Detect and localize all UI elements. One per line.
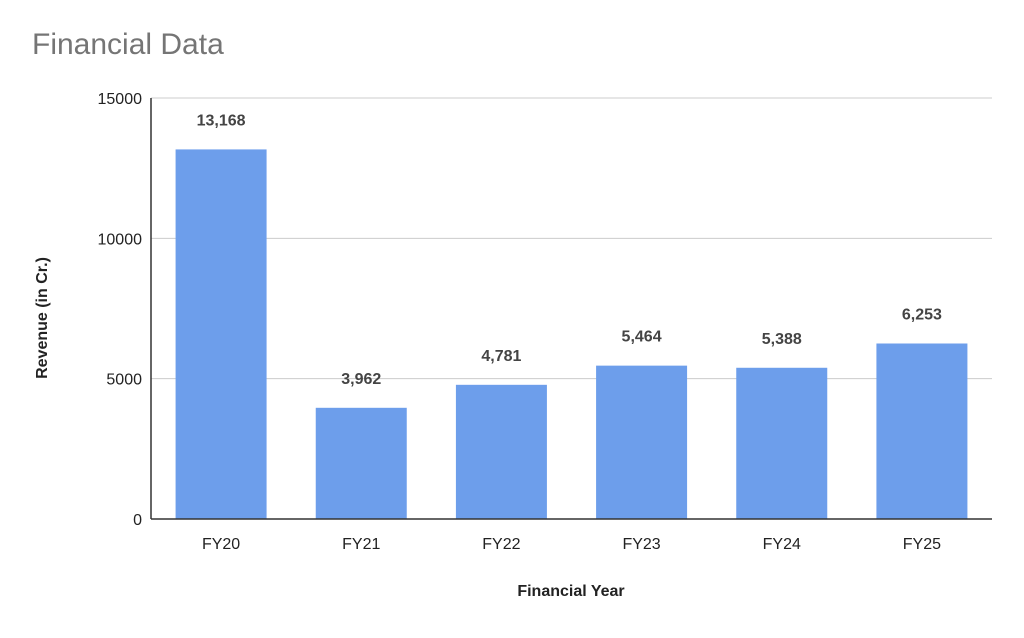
y-axis-label: Revenue (in Cr.) <box>34 257 51 379</box>
y-tick-label: 5000 <box>106 372 142 389</box>
x-axis-label: Financial Year <box>517 583 624 600</box>
x-tick-labels: FY20 FY21 FY22 FY23 FY24 FY25 <box>202 536 941 553</box>
bar-fy25 <box>876 343 968 519</box>
grid-lines <box>151 97 992 380</box>
bar-fy21 <box>315 407 407 519</box>
data-label: 6,253 <box>902 306 942 323</box>
data-label: 4,781 <box>481 348 521 365</box>
y-tick-labels: 0 5000 10000 15000 <box>98 91 143 529</box>
bar-fy23 <box>596 365 688 519</box>
x-tick-label: FY25 <box>903 536 941 553</box>
bar-fy20 <box>175 149 267 519</box>
x-tick-label: FY20 <box>202 536 240 553</box>
data-label: 3,962 <box>341 371 381 388</box>
y-tick-label: 15000 <box>98 91 143 108</box>
y-tick-label: 0 <box>133 512 142 529</box>
data-label: 5,464 <box>622 329 662 346</box>
data-labels: 13,168 3,962 4,781 5,464 5,388 6,253 <box>197 112 942 387</box>
bars <box>175 149 968 519</box>
bar-fy22 <box>455 384 547 519</box>
x-tick-label: FY22 <box>482 536 520 553</box>
x-tick-label: FY21 <box>342 536 380 553</box>
data-label: 13,168 <box>197 112 246 129</box>
x-tick-label: FY23 <box>622 536 660 553</box>
data-label: 5,388 <box>762 331 802 348</box>
y-tick-label: 10000 <box>98 231 143 248</box>
bar-fy24 <box>736 367 828 519</box>
chart-title: Financial Data <box>32 28 224 61</box>
x-tick-label: FY24 <box>763 536 801 553</box>
